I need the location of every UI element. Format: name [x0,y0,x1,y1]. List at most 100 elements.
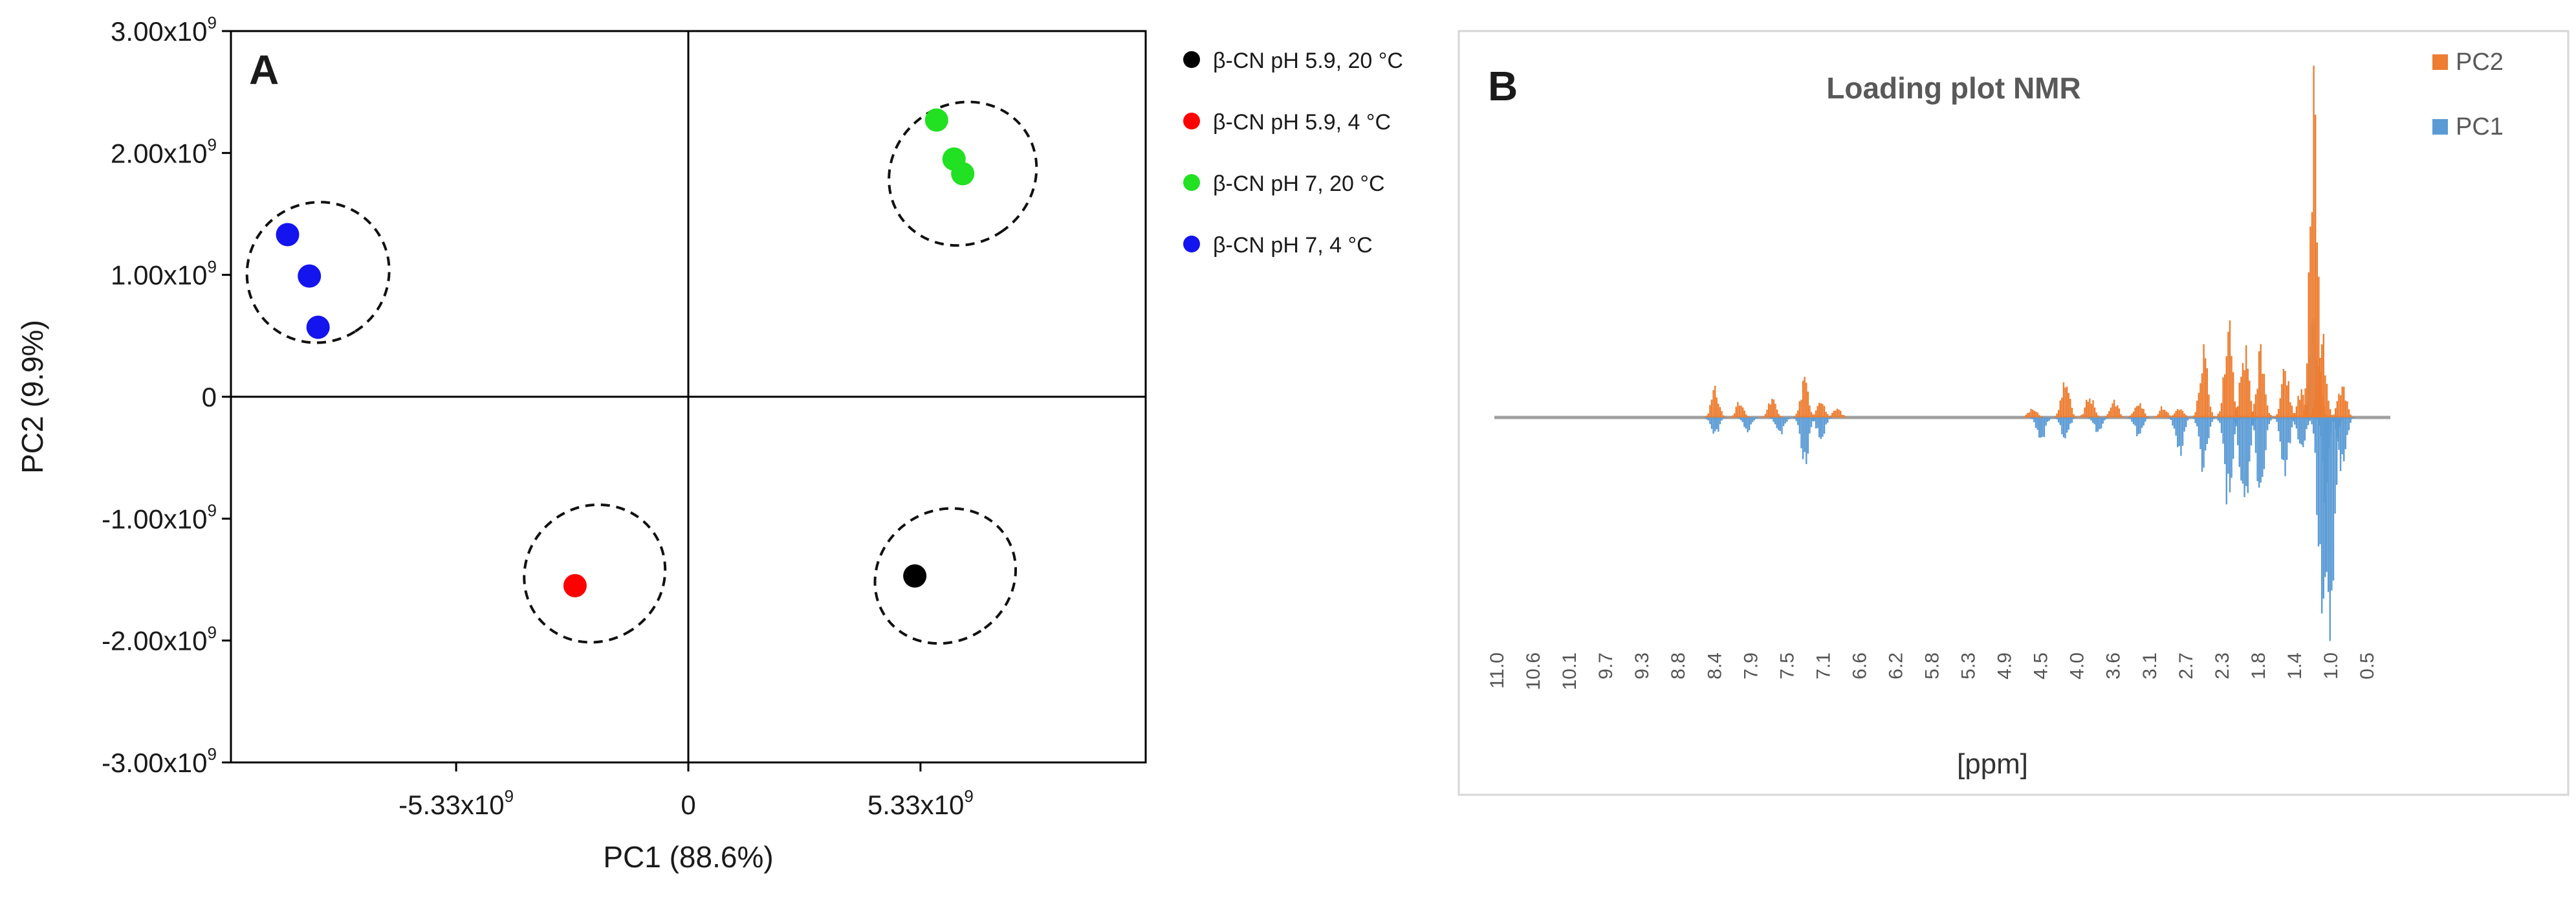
loading-bar-pc1 [2251,417,2253,425]
loading-bar-pc1 [2068,417,2069,430]
loading-bar-pc2 [2175,411,2177,417]
loading-bar-pc2 [2277,408,2280,417]
loading-bar-pc1 [2198,417,2200,437]
loading-bar-pc1 [2168,417,2170,419]
loading-bar-pc1 [2266,417,2269,430]
x-axis-label: PC1 (88.6%) [603,840,773,874]
loading-bar-pc2 [2260,344,2262,417]
loading-bar-pc2 [1741,407,1744,417]
loading-bar-pc2 [2173,413,2176,417]
loading-bar-pc2 [2097,415,2099,417]
loading-bar-pc2 [1802,381,1804,417]
loading-bar-pc2 [2262,373,2264,417]
loading-bar-pc1 [1716,417,1718,430]
loading-bar-pc2 [2324,375,2326,417]
loading-bar-pc1 [1830,417,1832,419]
loading-bar-pc2 [2028,412,2031,417]
ppm-tick-label: 11.0 [1487,652,1508,689]
loading-bar-pc1 [2132,417,2135,425]
loading-bar-pc2 [1721,411,1723,417]
loading-bar-pc2 [2308,272,2309,417]
loading-bar-pc2 [2243,370,2245,417]
y-tick-label: 3.00x109 [111,13,217,47]
loading-bar-pc1 [2295,417,2298,429]
loading-bar-pc1 [1724,417,1726,418]
loading-bar-pc1 [2276,417,2278,422]
loading-bar-pc2 [2314,399,2316,417]
loading-bar-pc1 [2298,417,2301,444]
ppm-tick-label: 0.5 [2357,652,2378,680]
loading-bar-pc2 [1766,410,1768,417]
loading-bar-pc2 [2066,386,2068,417]
loading-bar-pc1 [2336,417,2339,438]
loading-bar-pc2 [2136,406,2138,417]
ppm-tick-label: 3.6 [2103,652,2124,680]
loading-bar-pc2 [2168,415,2171,417]
loading-bar-pc2 [1709,405,1711,417]
loading-bar-pc1 [2194,417,2196,423]
loading-bar-pc1 [2107,417,2109,418]
loading-bar-pc1 [1807,417,1809,454]
loading-bar-pc1 [2317,417,2320,547]
loading-bar-pc2 [2281,384,2283,417]
loading-bar-pc1 [2320,417,2323,614]
loading-bar-pc1 [2331,417,2333,591]
loading-bar-pc1 [2173,417,2176,429]
loading-plot-legend: PC2 PC1 [2432,49,2504,140]
loading-bar-pc1 [2311,417,2313,425]
loading-bar-pc2 [1764,414,1767,417]
loading-plot-title: Loading plot NMR [1826,71,2080,105]
loading-bar-pc1 [2322,417,2324,599]
score-plot-axes: 3.00x109 2.00x109 1.00x109 0 -1.00x109 -2.00x… [102,13,1146,820]
score-point [276,223,300,247]
y-axis-label: PC2 (9.9%) [16,320,49,474]
loading-bar-pc1 [2243,417,2245,498]
loading-bar-pc2 [2165,411,2168,417]
ppm-tick-label: 5.8 [1922,652,1943,680]
loading-bar-pc2 [1818,403,1820,417]
loading-bar-pc1 [2273,417,2275,418]
loading-bar-pc1 [1740,417,1742,421]
loading-bar-pc2 [2132,411,2135,417]
loading-bar-pc1 [2352,417,2353,419]
legend-entry: β-CN pH 5.9, 4 °C [1213,110,1391,135]
loading-bar-pc1 [2061,417,2063,434]
loading-bar-pc1 [1750,417,1752,425]
loading-bar-pc2 [2036,412,2039,417]
loading-bar-pc2 [1797,410,1799,417]
ppm-tick-label: 6.2 [1885,652,1906,680]
loading-bar-pc2 [2316,242,2318,417]
score-points [276,108,975,597]
loading-bar-pc1 [2035,417,2037,428]
loading-bar-pc1 [2304,417,2306,441]
loading-bar-pc1 [2260,417,2262,483]
score-point [951,162,975,186]
loading-bar-pc2 [1815,410,1817,417]
y-tick-label: 1.00x109 [111,257,217,291]
loading-bar-pc1 [2104,417,2106,421]
ppm-axis-label: [ppm] [1957,748,2028,780]
loading-bar-pc1 [1704,417,1706,418]
loading-bar-pc1 [2247,417,2249,493]
loading-bar-pc1 [2309,417,2311,419]
loading-bar-pc1 [2183,417,2185,432]
loading-bar-pc2 [2287,381,2289,417]
loading-bar-pc1 [2205,417,2207,451]
loading-bar-pc1 [1810,417,1812,419]
loading-bar-pc2 [2038,415,2040,417]
loading-bar-pc1 [2222,417,2224,444]
loading-bar-pc1 [2249,417,2252,420]
loading-bar-pc1 [1712,417,1714,434]
loading-bar-pc2 [2164,410,2166,417]
loading-bar-pc1 [2262,417,2264,477]
loading-bar-pc1 [1722,417,1725,419]
loading-bar-pc1 [2324,417,2326,503]
loading-bar-pc2 [2313,65,2315,418]
loading-bar-pc2 [2339,395,2342,417]
loading-bar-pc2 [2057,410,2060,417]
loading-bar-pc2 [2117,405,2119,417]
loading-bar-pc2 [1825,412,1827,417]
loading-bar-pc1 [1828,417,1831,419]
legend-swatch [2432,54,2448,70]
confidence-ellipses [245,100,1038,645]
